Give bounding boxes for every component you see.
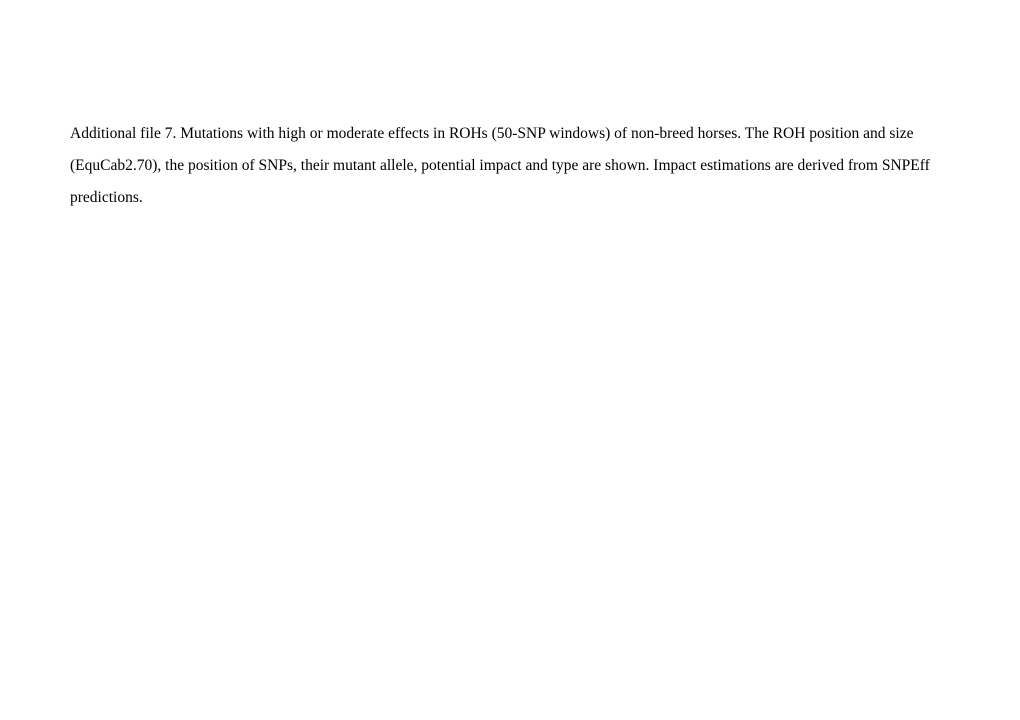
body-paragraph: Additional file 7. Mutations with high o… [70,118,950,213]
